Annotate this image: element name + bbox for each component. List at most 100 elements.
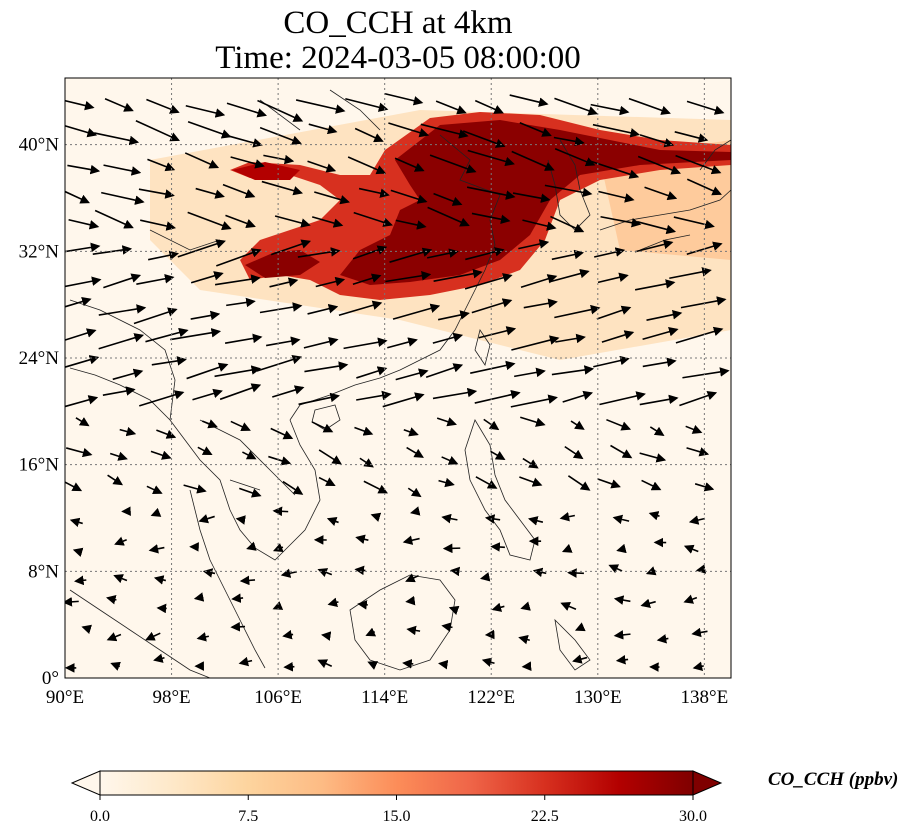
wind-arrow — [590, 103, 630, 116]
wind-arrow — [222, 183, 256, 199]
wind-arrow — [390, 189, 428, 204]
wind-arrow — [570, 420, 585, 430]
indochina — [69, 367, 321, 561]
wind-arrow — [153, 653, 165, 663]
wind-arrow — [183, 484, 207, 494]
wind-arrow — [385, 270, 432, 283]
wind-arrow — [106, 595, 117, 605]
colorbar-gradient — [99, 770, 694, 796]
wind-arrow — [597, 478, 621, 489]
wind-arrow — [395, 368, 429, 381]
wind-arrow — [679, 390, 718, 407]
wind-arrow — [107, 474, 124, 486]
wind-arrow — [669, 267, 712, 280]
wind-arrow — [596, 305, 632, 320]
colorbar-extend-low — [70, 770, 101, 796]
wind-arrow — [675, 326, 724, 344]
wind-arrow — [554, 148, 596, 167]
wind-arrow — [613, 630, 631, 640]
wind-arrow — [147, 158, 176, 172]
wind-arrow — [311, 216, 344, 228]
wind-arrow — [72, 547, 84, 557]
wind-arrow — [112, 368, 144, 381]
wind-arrow — [550, 215, 585, 233]
wind-arrow — [683, 544, 699, 554]
wind-arrow — [113, 574, 128, 584]
wind-arrow — [511, 150, 555, 171]
wind-arrow — [98, 333, 145, 350]
wind-arrow — [683, 594, 698, 604]
wind-arrow — [185, 104, 226, 118]
wind-arrow — [214, 365, 262, 378]
wind-arrow — [150, 507, 162, 517]
wind-arrow — [462, 130, 506, 148]
wind-arrow — [642, 357, 677, 368]
wind-arrow — [634, 239, 674, 253]
wind-arrow — [274, 215, 311, 228]
y-axis-tick-labels: 0° 8°N 16°N 24°N 32°N 40°N — [19, 135, 60, 689]
wind-arrow — [197, 446, 213, 456]
wind-arrow — [307, 303, 339, 315]
colorbar-tick-label: 30.0 — [679, 808, 707, 825]
wind-arrow — [139, 390, 185, 407]
x-tick-label: 90°E — [46, 687, 84, 708]
wind-arrow — [193, 592, 205, 602]
wind-arrow — [65, 481, 83, 492]
wind-arrow — [314, 191, 350, 205]
wind-arrow — [606, 418, 632, 431]
wind-arrow — [471, 298, 513, 314]
wind-arrow — [523, 298, 558, 309]
wind-arrow — [597, 272, 629, 284]
wind-arrow — [685, 424, 703, 434]
wind-arrow — [646, 310, 683, 321]
wind-arrow — [640, 598, 656, 608]
wind-arrow — [192, 388, 223, 401]
wind-arrow — [561, 543, 573, 553]
wind-arrow — [509, 94, 549, 107]
wind-arrow — [268, 455, 292, 466]
wind-arrow — [261, 180, 304, 196]
wind-arrow — [512, 192, 551, 203]
wind-arrow — [272, 385, 305, 398]
wind-arrow — [567, 475, 591, 491]
wind-arrow — [548, 268, 590, 283]
wind-arrow — [470, 360, 516, 374]
wind-arrow — [610, 444, 633, 459]
wind-arrow — [353, 211, 393, 227]
wind-arrow — [559, 511, 575, 522]
wind-arrow — [242, 450, 257, 460]
wind-arrow — [265, 336, 301, 347]
wind-arrow — [554, 97, 599, 116]
wind-arrow — [343, 337, 388, 350]
wind-arrow — [338, 300, 383, 317]
wind-arrow — [471, 212, 511, 224]
wind-arrow — [384, 93, 424, 106]
wind-arrow — [230, 622, 246, 632]
wind-arrow — [355, 534, 369, 544]
wind-arrow — [438, 477, 455, 488]
wind-arrow — [65, 355, 100, 368]
wind-arrow — [246, 541, 257, 551]
wind-arrow — [612, 514, 630, 525]
wind-arrow — [94, 209, 134, 229]
wind-arrow — [474, 389, 521, 404]
wind-arrow — [438, 659, 449, 670]
wind-arrow — [74, 575, 87, 586]
wind-arrow — [308, 123, 338, 135]
wind-arrow — [639, 134, 675, 148]
wind-arrow — [311, 421, 334, 433]
wind-arrow — [402, 535, 420, 545]
wind-arrow — [109, 451, 128, 461]
wind-arrow — [405, 573, 419, 583]
wind-arrow — [196, 632, 210, 642]
wind-arrow — [283, 661, 295, 672]
wind-arrow — [562, 390, 594, 403]
wind-arrow — [140, 219, 177, 231]
wind-arrow — [554, 304, 601, 319]
wind-arrow — [484, 514, 501, 524]
wind-arrow — [65, 447, 93, 458]
wind-arrow — [65, 190, 90, 204]
wind-arrow — [270, 427, 294, 440]
wind-arrow — [295, 99, 346, 114]
